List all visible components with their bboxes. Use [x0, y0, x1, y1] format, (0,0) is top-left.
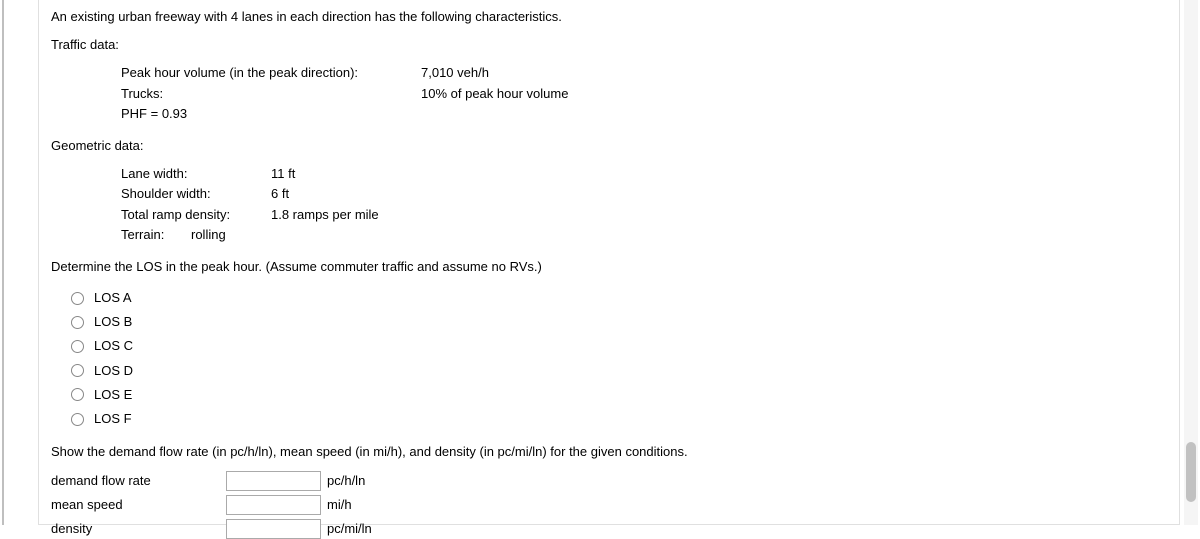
- phf-label: PHF = 0.93: [121, 105, 187, 123]
- option-label: LOS D: [94, 362, 133, 380]
- intro-text: An existing urban freeway with 4 lanes i…: [51, 8, 1167, 26]
- peak-hour-value: 7,010 veh/h: [421, 64, 489, 82]
- geometric-row: Total ramp density: 1.8 ramps per mile: [121, 206, 1167, 224]
- lane-width-label: Lane width:: [121, 165, 271, 183]
- input-row: mean speed mi/h: [51, 495, 1167, 515]
- traffic-heading: Traffic data:: [51, 36, 1167, 54]
- inputs-block: demand flow rate pc/h/ln mean speed mi/h…: [51, 471, 1167, 539]
- mean-speed-label: mean speed: [51, 496, 226, 514]
- peak-hour-label: Peak hour volume (in the peak direction)…: [121, 64, 421, 82]
- geometric-row: Shoulder width: 6 ft: [121, 185, 1167, 203]
- option-row[interactable]: LOS A: [51, 286, 1167, 310]
- radio-icon[interactable]: [71, 413, 84, 426]
- radio-icon[interactable]: [71, 388, 84, 401]
- option-label: LOS B: [94, 313, 132, 331]
- ramp-density-label: Total ramp density:: [121, 206, 271, 224]
- radio-icon[interactable]: [71, 316, 84, 329]
- geometric-heading: Geometric data:: [51, 137, 1167, 155]
- demand-flow-unit: pc/h/ln: [327, 472, 365, 490]
- geometric-row: Terrain: rolling: [121, 226, 1167, 244]
- lane-width-value: 11 ft: [271, 165, 295, 183]
- option-row[interactable]: LOS F: [51, 407, 1167, 431]
- radio-icon[interactable]: [71, 364, 84, 377]
- density-input[interactable]: [226, 519, 321, 539]
- option-row[interactable]: LOS D: [51, 359, 1167, 383]
- input-row: density pc/mi/ln: [51, 519, 1167, 539]
- demand-flow-label: demand flow rate: [51, 472, 226, 490]
- question-content: An existing urban freeway with 4 lanes i…: [38, 0, 1180, 525]
- option-row[interactable]: LOS E: [51, 383, 1167, 407]
- option-label: LOS E: [94, 386, 132, 404]
- question-text: Determine the LOS in the peak hour. (Ass…: [51, 258, 1167, 276]
- radio-icon[interactable]: [71, 292, 84, 305]
- input-row: demand flow rate pc/h/ln: [51, 471, 1167, 491]
- mean-speed-unit: mi/h: [327, 496, 352, 514]
- option-row[interactable]: LOS C: [51, 334, 1167, 358]
- scrollbar-track[interactable]: [1184, 0, 1198, 525]
- terrain-value: rolling: [191, 226, 226, 244]
- scrollbar-thumb[interactable]: [1186, 442, 1196, 502]
- radio-icon[interactable]: [71, 340, 84, 353]
- demand-flow-input[interactable]: [226, 471, 321, 491]
- trucks-label: Trucks:: [121, 85, 421, 103]
- option-label: LOS F: [94, 410, 132, 428]
- left-accent-border: [2, 0, 4, 525]
- density-unit: pc/mi/ln: [327, 520, 372, 538]
- traffic-row: Peak hour volume (in the peak direction)…: [121, 64, 1167, 82]
- terrain-label: Terrain:: [121, 226, 191, 244]
- geometric-row: Lane width: 11 ft: [121, 165, 1167, 183]
- traffic-data-block: Peak hour volume (in the peak direction)…: [51, 64, 1167, 123]
- show-text: Show the demand flow rate (in pc/h/ln), …: [51, 443, 1167, 461]
- geometric-data-block: Lane width: 11 ft Shoulder width: 6 ft T…: [51, 165, 1167, 244]
- page: An existing urban freeway with 4 lanes i…: [0, 0, 1200, 525]
- option-label: LOS A: [94, 289, 132, 307]
- shoulder-width-label: Shoulder width:: [121, 185, 271, 203]
- shoulder-width-value: 6 ft: [271, 185, 289, 203]
- traffic-row: PHF = 0.93: [121, 105, 1167, 123]
- mean-speed-input[interactable]: [226, 495, 321, 515]
- ramp-density-value: 1.8 ramps per mile: [271, 206, 379, 224]
- option-label: LOS C: [94, 337, 133, 355]
- traffic-row: Trucks: 10% of peak hour volume: [121, 85, 1167, 103]
- density-label: density: [51, 520, 226, 538]
- option-row[interactable]: LOS B: [51, 310, 1167, 334]
- trucks-value: 10% of peak hour volume: [421, 85, 568, 103]
- options-group: LOS A LOS B LOS C LOS D LOS E LOS F: [51, 286, 1167, 431]
